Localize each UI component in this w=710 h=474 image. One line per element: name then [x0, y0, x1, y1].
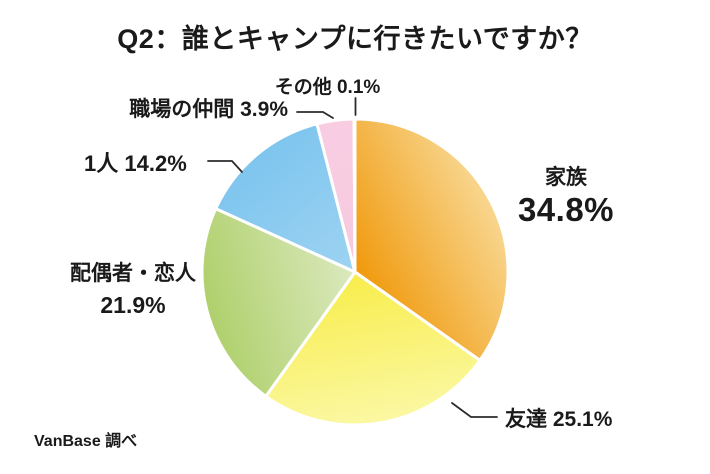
slice-label-coworkers: 職場の仲間 3.9%	[100, 93, 288, 123]
slice-label-friends: 友達 25.1%	[505, 403, 612, 433]
leader-line-alone	[207, 160, 243, 173]
slice-label-friends-name: 友達	[505, 408, 547, 431]
slice-label-partner-pct: 21.9%	[100, 292, 166, 319]
slice-label-other: その他 0.1%	[250, 72, 405, 99]
slice-label-partner: 配偶者・恋人 21.9%	[43, 259, 223, 323]
slice-label-partner-name: 配偶者・恋人	[70, 262, 196, 285]
pie-slice-1	[264, 270, 482, 427]
slice-label-coworkers-name: 職場の仲間	[129, 98, 235, 121]
slice-label-alone-pct: 14.2%	[124, 151, 187, 176]
leader-lines-group	[207, 97, 498, 418]
slice-label-family: 家族 34.8%	[486, 165, 646, 230]
slice-label-alone-name: 1人	[84, 151, 119, 176]
pie-slice-3	[214, 122, 357, 274]
pie-slice-5	[352, 117, 357, 274]
chart-title: Q2：誰とキャンプに行きたいですか？	[117, 24, 593, 54]
pie-slices-group	[200, 117, 510, 427]
slice-label-family-name: 家族	[545, 166, 587, 189]
leader-line-friends	[451, 402, 498, 418]
source-label: VanBase 調べ	[34, 433, 138, 450]
slice-label-other-pct: 0.1%	[336, 77, 381, 98]
slice-label-coworkers-pct: 3.9%	[240, 98, 288, 121]
slice-label-other-name: その他	[274, 77, 332, 98]
slice-label-friends-pct: 25.1%	[552, 408, 613, 431]
slice-label-alone: 1人 14.2%	[84, 146, 187, 178]
leader-line-coworkers	[296, 111, 334, 119]
pie-slice-0	[353, 117, 510, 362]
slice-label-family-pct: 34.8%	[517, 191, 615, 229]
